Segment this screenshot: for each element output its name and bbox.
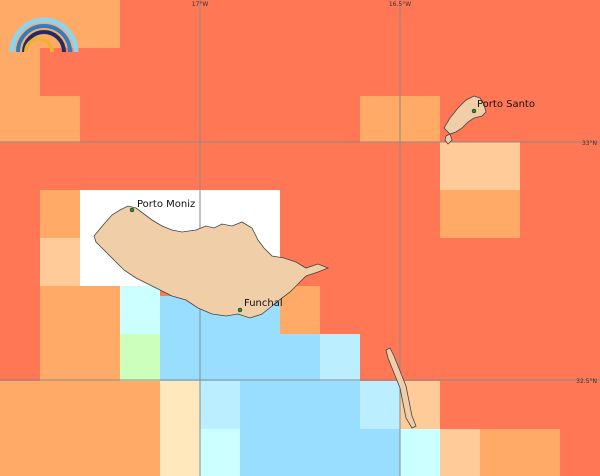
porto-moniz-marker[interactable]: [129, 207, 135, 213]
grid-cell-light-orange: [440, 142, 520, 190]
lon-label-17w: 17°W: [192, 1, 209, 8]
grid-cell-orange: [40, 190, 80, 238]
funchal-label: Funchal: [244, 298, 283, 309]
lon-label-16-5w: 16.5°W: [389, 1, 411, 8]
grid-cell-orange: [40, 286, 120, 381]
grid-cell-pale-green: [120, 334, 160, 381]
grid-cell-pale-cyan: [400, 429, 440, 476]
grid-cell-orange: [0, 96, 80, 142]
desertas-islands: [385, 347, 417, 429]
grid-cell-orange: [0, 48, 40, 96]
lat-label-32-5n: 32.5°N: [576, 378, 597, 385]
grid-cell-light-blue: [240, 381, 360, 476]
grid-cell-pale-cyan: [200, 429, 240, 476]
porto-santo-island: [443, 95, 487, 135]
grid-cell-pale-cyan: [120, 286, 160, 334]
grid-cell-pale-blue: [200, 381, 240, 429]
porto-santo-marker[interactable]: [471, 108, 477, 114]
porto-santo-islet: [444, 133, 453, 145]
rainbow-arcs-logo: [9, 17, 79, 53]
grid-cell-orange: [440, 190, 520, 238]
lat-label-33n: 33°N: [582, 140, 597, 147]
grid-cell-orange: [0, 381, 160, 476]
grid-cell-pale-yellow: [160, 381, 200, 476]
grid-cell-pale-blue: [360, 381, 400, 429]
grid-cell-light-orange: [440, 429, 480, 476]
madeira-island: [93, 205, 330, 319]
funchal-marker[interactable]: [237, 307, 243, 313]
grid-cell-orange: [480, 429, 560, 476]
grid-cell-light-blue: [360, 429, 400, 476]
porto-santo-label: Porto Santo: [477, 99, 535, 110]
porto-moniz-label: Porto Moniz: [137, 199, 195, 210]
grid-cell-pale-blue: [320, 334, 360, 381]
